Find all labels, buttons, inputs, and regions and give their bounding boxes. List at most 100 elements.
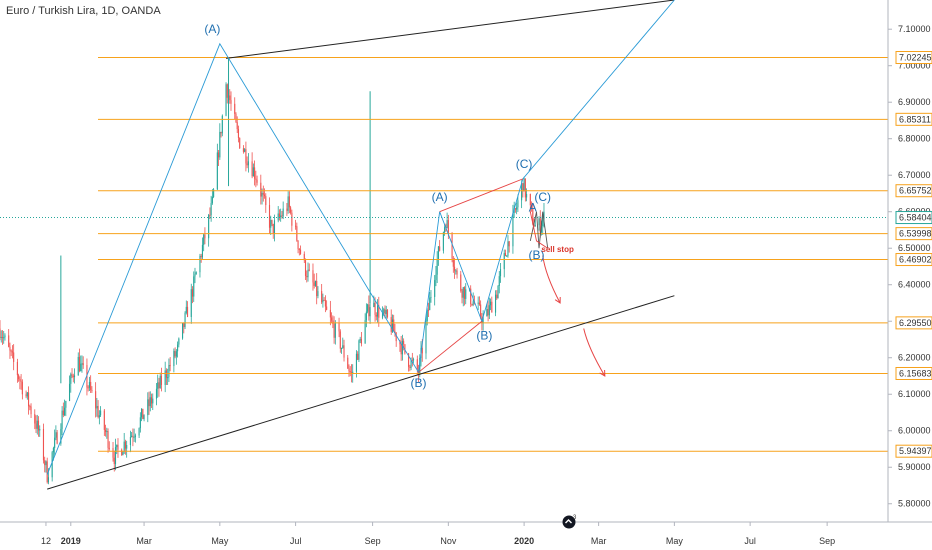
y-tick-label: 6.40000 — [898, 280, 931, 290]
candle-body — [374, 302, 376, 315]
price-level-tag-box — [895, 444, 932, 458]
candle-body — [82, 363, 84, 366]
candle-body — [138, 428, 140, 436]
candle-body — [312, 270, 314, 283]
candle-body — [339, 331, 341, 349]
candle-body — [526, 193, 528, 198]
candle-body — [451, 233, 453, 259]
annotation-label: sell stop — [541, 245, 574, 254]
price-level-tag-label: 6.29550 — [899, 318, 932, 328]
candle-body — [98, 415, 100, 418]
candle-body — [4, 335, 6, 338]
wave-label: (B) — [476, 328, 492, 342]
candle-body — [355, 353, 358, 372]
candle-body — [159, 375, 161, 389]
candle-body — [3, 337, 5, 339]
candle-body — [472, 301, 474, 305]
candle-body — [225, 84, 227, 116]
arrow-curve[interactable] — [583, 328, 606, 377]
candle-body — [497, 286, 499, 299]
candle-body — [425, 320, 427, 354]
wave-label: (B) — [411, 376, 427, 390]
candle-body — [174, 350, 176, 357]
candle-body — [60, 428, 62, 444]
candle-body — [434, 280, 436, 297]
candle-body — [209, 214, 211, 216]
candle-body — [385, 309, 387, 314]
candle-body — [436, 259, 438, 275]
trendline[interactable] — [225, 0, 675, 59]
candle-body — [211, 196, 213, 204]
candle-body — [97, 405, 99, 418]
candle-body — [390, 317, 392, 332]
wave-line[interactable] — [46, 0, 675, 475]
candle-body — [200, 255, 202, 258]
candle-body — [52, 447, 54, 453]
candle-body — [298, 248, 300, 250]
trendline[interactable] — [47, 295, 675, 490]
candle-body — [1, 336, 4, 338]
price-level-tag-label: 6.15683 — [899, 368, 932, 378]
candle-body — [133, 437, 135, 439]
candle-body — [421, 347, 423, 354]
candle-body — [539, 218, 541, 233]
candle-body — [297, 240, 299, 249]
candle-body — [208, 214, 210, 239]
candle-body — [178, 338, 180, 345]
price-level-tag-box — [895, 316, 932, 330]
candle-body — [235, 113, 237, 123]
candle-body — [452, 258, 454, 267]
candle-body — [272, 223, 274, 234]
candle-body — [461, 290, 463, 298]
wave-connector-line[interactable] — [529, 211, 548, 249]
candle-body — [381, 312, 384, 318]
candle-body — [507, 241, 509, 256]
candle-body — [340, 348, 343, 350]
candle-body — [471, 304, 473, 306]
candle-body — [516, 207, 518, 210]
candle-body — [482, 316, 484, 324]
candle-body — [538, 218, 540, 226]
candle-body — [365, 311, 367, 321]
candle-body — [51, 452, 53, 478]
candle-body — [324, 299, 326, 307]
candle-body — [237, 129, 240, 138]
time-axis[interactable]: 12 2019 Mar May Jul Sep Nov 2020 Mar May Jul Sep — [41, 522, 835, 546]
candle-body — [348, 368, 350, 372]
candle-body — [265, 196, 267, 206]
candle-body — [20, 380, 22, 382]
candle-body — [524, 178, 526, 198]
candle-body — [106, 431, 108, 433]
candle-body — [522, 183, 524, 192]
candle-body — [95, 391, 97, 409]
candle-body — [521, 183, 523, 201]
arrow-curve[interactable] — [542, 255, 561, 304]
candle-body — [199, 255, 201, 273]
drawings — [46, 0, 675, 490]
candle-body — [165, 370, 167, 378]
y-tick-label: 6.70000 — [898, 170, 931, 180]
candle-body — [216, 152, 218, 190]
candle-body — [408, 353, 410, 367]
candle-body — [226, 84, 228, 98]
wave-connector-line[interactable] — [439, 178, 524, 213]
candle-body — [490, 301, 492, 306]
candle-body — [123, 441, 125, 453]
candle-body — [343, 345, 345, 358]
candle-body — [416, 359, 418, 370]
candle-body — [105, 429, 107, 432]
candle-body — [542, 219, 544, 227]
candle-body — [173, 350, 175, 367]
candle-body — [160, 375, 163, 385]
price-level-tag-box — [895, 112, 932, 126]
candle-body — [332, 320, 334, 325]
candle-body — [108, 447, 110, 449]
wave-line[interactable] — [529, 211, 549, 249]
wave-connector-line[interactable] — [418, 320, 483, 373]
candle-body — [103, 410, 105, 430]
candle-body — [477, 302, 479, 304]
candle-body — [281, 215, 283, 217]
candlestick-series — [0, 58, 545, 485]
candle-body — [147, 399, 149, 416]
